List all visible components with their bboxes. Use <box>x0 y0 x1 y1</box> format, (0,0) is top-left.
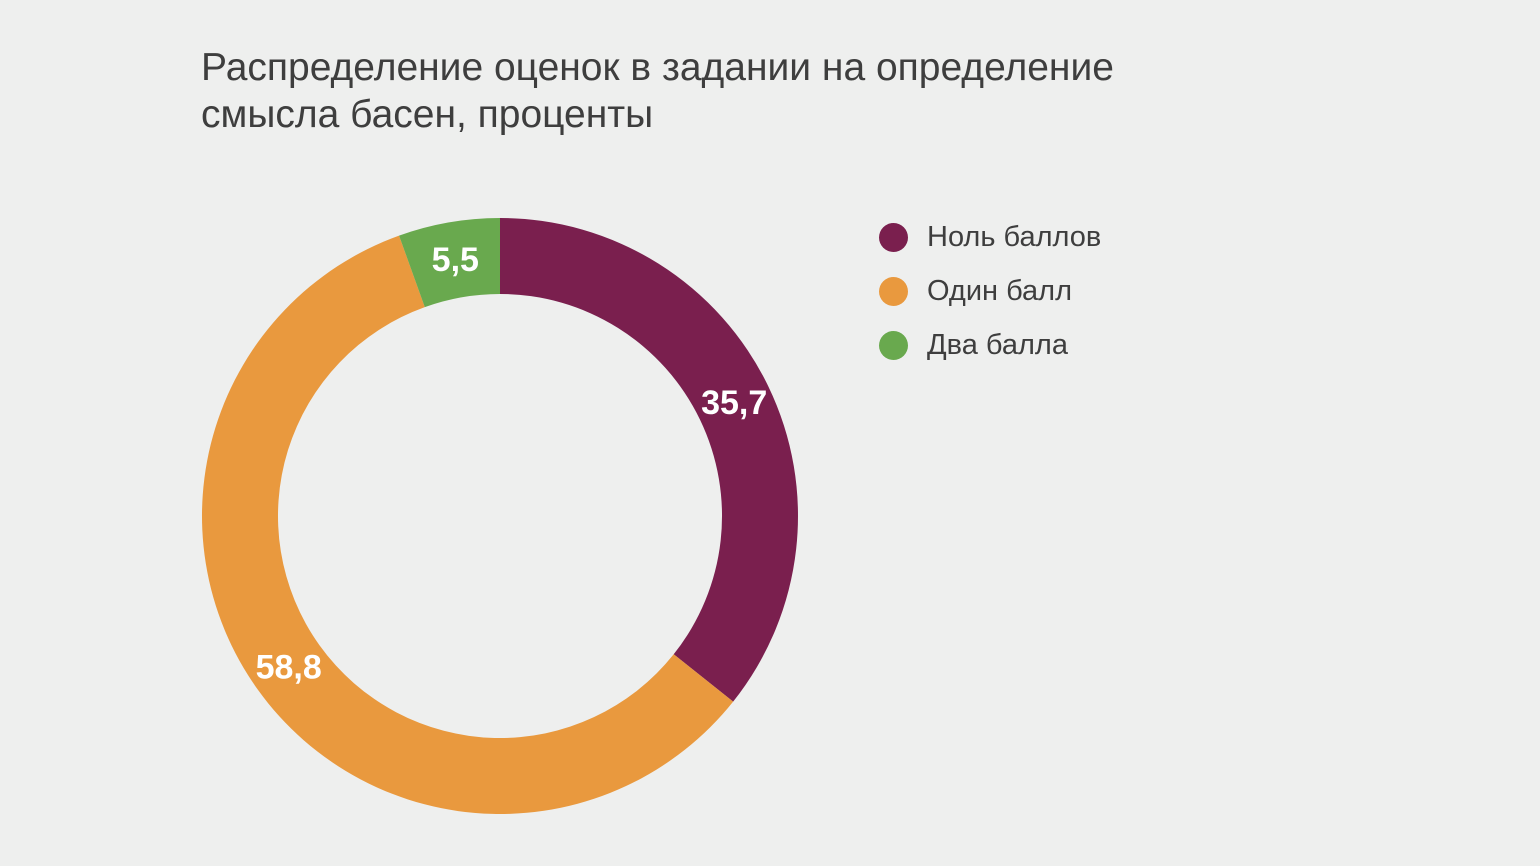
legend-item-label: Два балла <box>927 328 1068 361</box>
donut-chart: 35,7 58,8 5,5 <box>200 216 800 816</box>
legend-item-1: Ноль баллов <box>879 210 1101 264</box>
legend: Ноль баллов Один балл Два балла <box>879 210 1101 372</box>
legend-color-dot <box>879 276 908 306</box>
legend-color-dot <box>879 330 908 360</box>
chart-title-line-1: Распределение оценок в задании на опреде… <box>201 46 1114 89</box>
donut-chart-svg: 35,7 58,8 5,5 <box>201 218 798 815</box>
slice-value-label-1: 35,7 <box>701 384 767 422</box>
chart-title-line-2: смысла басен, проценты <box>201 93 654 136</box>
legend-item-2: Один балл <box>879 264 1101 318</box>
legend-item-label: Ноль баллов <box>927 220 1102 253</box>
legend-color-dot <box>879 222 908 252</box>
donut-segment-2-Один балл <box>201 235 734 815</box>
legend-item-label: Один балл <box>927 274 1073 307</box>
chart-title: Распределение оценок в задании на опреде… <box>201 44 1114 138</box>
donut-segment-1-Ноль баллов <box>500 218 798 702</box>
slice-value-label-3: 5,5 <box>432 241 479 279</box>
slice-value-label-2: 58,8 <box>256 649 322 687</box>
donut-segment-3-Два балла <box>399 218 500 308</box>
legend-item-3: Два балла <box>879 318 1101 372</box>
